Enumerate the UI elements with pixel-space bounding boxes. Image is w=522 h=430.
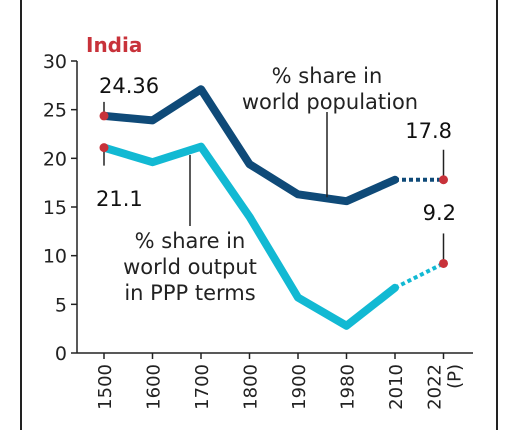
data-point-marker bbox=[99, 143, 109, 153]
output-series-label: in PPP terms bbox=[124, 281, 255, 305]
y-tick-label: 10 bbox=[43, 246, 67, 268]
y-tick-label: 30 bbox=[43, 51, 67, 73]
data-point-marker bbox=[439, 175, 448, 185]
x-tick-label: 2022(P) bbox=[425, 364, 466, 410]
value-label-output-1500: 21.1 bbox=[96, 187, 143, 211]
chart-title: India bbox=[86, 33, 142, 57]
x-tick-label: 2010 bbox=[386, 364, 407, 410]
population-series-label: world population bbox=[242, 90, 418, 114]
y-tick-label: 20 bbox=[43, 148, 67, 170]
data-point-marker bbox=[99, 111, 109, 121]
series-line-1 bbox=[100, 142, 399, 330]
output-series-label: world output bbox=[123, 255, 257, 279]
value-label-population-1500: 24.36 bbox=[99, 74, 159, 98]
y-tick-label: 25 bbox=[43, 100, 67, 122]
x-tick-label: 1500 bbox=[95, 364, 116, 410]
value-label-output-2022: 9.2 bbox=[423, 201, 456, 225]
series-line-0 bbox=[100, 85, 399, 206]
x-tick-label: 1800 bbox=[241, 364, 262, 410]
x-tick-label: 1600 bbox=[144, 364, 165, 410]
x-tick-label: 1980 bbox=[338, 364, 359, 410]
output-series-label: % share in bbox=[135, 229, 246, 253]
series-projection-line-1 bbox=[394, 261, 445, 290]
x-tick-label: 1700 bbox=[192, 364, 213, 410]
value-label-population-2022: 17.8 bbox=[405, 119, 452, 143]
population-series-label: % share in bbox=[272, 64, 383, 88]
x-tick-label: 1900 bbox=[289, 364, 310, 410]
y-tick-label: 0 bbox=[55, 343, 67, 365]
y-tick-label: 15 bbox=[43, 197, 67, 219]
y-tick-label: 5 bbox=[55, 294, 67, 316]
data-point-marker bbox=[439, 258, 448, 268]
